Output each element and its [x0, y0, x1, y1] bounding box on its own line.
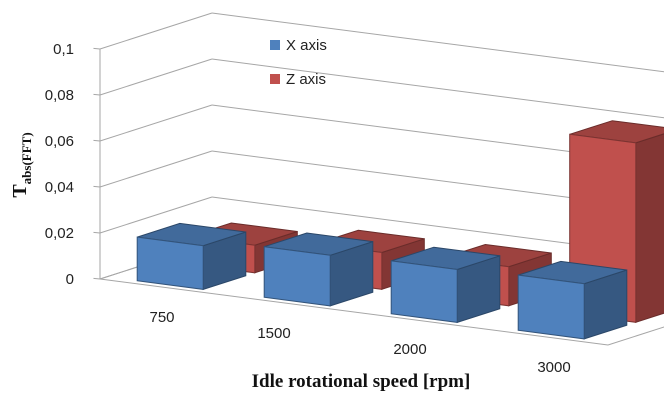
bar-x-axis-1500 [263, 232, 374, 307]
y-tick-mark [93, 139, 101, 142]
y-tick-mark [93, 47, 101, 50]
gridline-back [211, 58, 664, 119]
legend-swatch-z-axis [270, 74, 280, 84]
x-tick-label: 2000 [393, 341, 426, 358]
gridline-back [211, 12, 664, 73]
y-tick-label: 0,08 [45, 87, 74, 104]
gridline-left [99, 150, 213, 188]
floor-front-edge [99, 278, 609, 346]
bars [136, 120, 664, 340]
y-tick-mark [93, 277, 101, 280]
legend-label-x-axis: X axis [286, 37, 327, 54]
y-tick-mark [93, 185, 101, 188]
legend-label-z-axis: Z axis [286, 71, 326, 88]
y-tick-label: 0,02 [45, 225, 74, 242]
y-tick-label: 0,04 [45, 179, 74, 196]
bar-side [635, 133, 664, 323]
x-axis-label: Idle rotational speed [rpm] [252, 371, 471, 392]
x-tick-label: 1500 [257, 325, 290, 342]
gridline-left [99, 104, 213, 142]
x-tick-label: 3000 [537, 359, 570, 376]
legend-swatch-x-axis [270, 40, 280, 50]
x-tick-label: 750 [149, 309, 174, 326]
bar-x-axis-2000 [390, 246, 501, 324]
y-axis-ticks: 0 0,02 0,04 0,06 0,08 0,1 [45, 41, 74, 288]
legend: X axis Z axis [270, 37, 327, 88]
y-tick-label: 0,1 [53, 41, 74, 58]
bar-front [517, 274, 585, 340]
y-tick-mark [93, 231, 101, 234]
y-axis-label-subscript: abs(FFT) [19, 132, 34, 184]
bar-x-axis-3000 [517, 260, 628, 340]
bar-front [136, 236, 204, 290]
y-axis-label-main: T [9, 184, 31, 198]
y-axis-label: Tabs(FFT) [9, 132, 34, 197]
floor-right-edge [607, 326, 664, 346]
y-tick-label: 0 [66, 271, 74, 288]
bar-front [390, 260, 458, 323]
y-tick-mark [93, 93, 101, 96]
y-tick-label: 0,06 [45, 133, 74, 150]
gridline-left [99, 12, 213, 50]
x-axis-ticks: 750 1500 2000 3000 [149, 309, 570, 376]
bar-front [263, 246, 331, 307]
bar-x-axis-750 [136, 222, 247, 291]
gridline-left [99, 58, 213, 96]
gridline-left [99, 196, 213, 234]
